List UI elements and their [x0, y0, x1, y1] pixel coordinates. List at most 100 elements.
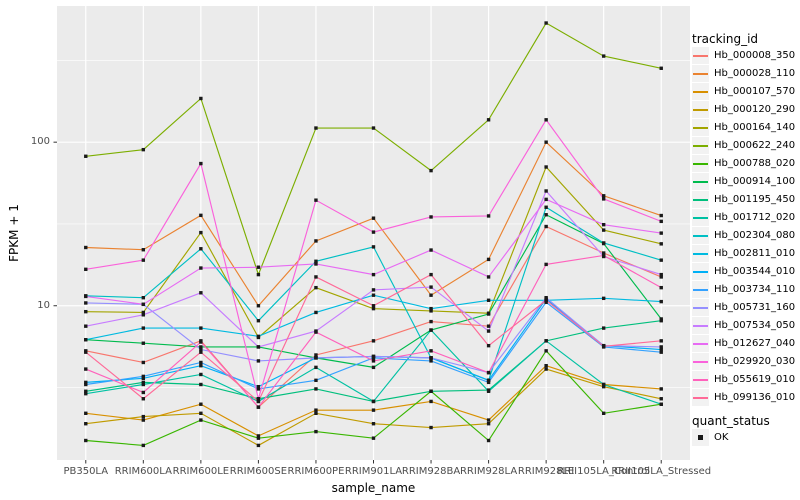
- data-point-Hb_001712_020: [429, 328, 433, 332]
- line-swatch-icon: [693, 216, 708, 219]
- x-tick-label-RRIM901LA: RRIM901LA: [344, 466, 403, 477]
- legend-item-Hb_002811_010: Hb_002811_010: [692, 244, 795, 262]
- data-point-Hb_000107_570: [659, 387, 663, 391]
- legend-item-Hb_000120_290: Hb_000120_290: [692, 100, 795, 118]
- legend-key-swatch: [692, 118, 709, 136]
- data-point-Hb_002811_010: [141, 326, 146, 330]
- line-swatch-icon: [693, 252, 708, 255]
- legend-item-Hb_001712_020: Hb_001712_020: [692, 208, 795, 226]
- data-point-Hb_012627_040: [429, 248, 433, 252]
- legend-item-Hb_000622_240: Hb_000622_240: [692, 136, 795, 154]
- legend-item-quant-ok: OK: [692, 428, 728, 446]
- line-swatch-icon: [693, 90, 708, 93]
- x-tick-label-RRIM600PE: RRIM600PE: [287, 466, 345, 477]
- data-point-Hb_002304_080: [141, 295, 146, 300]
- data-point-Hb_007534_050: [199, 291, 203, 295]
- data-point-Hb_000120_290: [199, 411, 203, 415]
- line-swatch-icon: [693, 54, 708, 57]
- data-point-Hb_007534_050: [256, 345, 261, 349]
- data-point-Hb_000164_140: [84, 309, 88, 314]
- data-point-Hb_000008_350: [601, 251, 606, 255]
- legend-item-label: Hb_029920_030: [714, 355, 796, 367]
- data-point-Hb_003544_010: [84, 380, 88, 385]
- data-point-Hb_007534_050: [141, 313, 146, 317]
- legend-item-label: Hb_002304_080: [714, 229, 796, 241]
- data-point-Hb_001712_020: [544, 339, 548, 343]
- legend-item-label: Hb_012627_040: [714, 337, 796, 349]
- legend-item-label: Hb_003734_110: [714, 283, 796, 295]
- data-point-Hb_000164_140: [199, 230, 203, 235]
- x-tick-label-PB350LA: PB350LA: [63, 466, 109, 477]
- legend-item-Hb_012627_040: Hb_012627_040: [692, 334, 795, 352]
- data-point-Hb_001195_450: [429, 389, 433, 393]
- legend-key-swatch: [692, 334, 709, 352]
- data-point-Hb_000008_350: [371, 339, 376, 343]
- data-point-Hb_001195_450: [659, 319, 663, 323]
- line-swatch-icon: [693, 270, 708, 273]
- data-point-Hb_003544_010: [256, 384, 261, 389]
- data-point-Hb_055619_010: [84, 367, 88, 371]
- data-point-Hb_000788_020: [141, 443, 146, 448]
- data-point-Hb_000008_350: [429, 319, 433, 324]
- data-point-Hb_007534_050: [429, 285, 433, 289]
- data-point-Hb_029920_030: [314, 198, 318, 202]
- data-point-Hb_000008_350: [659, 275, 663, 279]
- legend-item-label: Hb_000107_570: [714, 85, 796, 97]
- data-point-Hb_000914_100: [141, 341, 146, 345]
- data-point-Hb_055619_010: [199, 340, 203, 344]
- data-point-Hb_002811_010: [84, 337, 88, 342]
- line-swatch-icon: [693, 126, 708, 129]
- data-point-Hb_000120_290: [601, 384, 606, 389]
- data-point-Hb_003734_110: [544, 300, 548, 304]
- legend-item-Hb_007534_050: Hb_007534_050: [692, 316, 795, 334]
- data-point-Hb_029920_030: [371, 230, 376, 234]
- data-point-Hb_005731_160: [256, 359, 261, 363]
- data-point-Hb_055619_010: [544, 262, 548, 267]
- data-point-Hb_000120_290: [256, 443, 261, 448]
- data-point-Hb_002304_080: [371, 245, 376, 249]
- data-point-Hb_000028_110: [199, 213, 203, 218]
- data-point-Hb_000164_140: [141, 310, 146, 315]
- data-point-Hb_055619_010: [314, 330, 318, 334]
- line-swatch-icon: [693, 234, 708, 237]
- data-point-Hb_000914_100: [486, 312, 491, 316]
- x-tick-label-RRIM928LE: RRIM928LE: [517, 466, 575, 477]
- data-point-Hb_000120_290: [141, 414, 146, 419]
- legend-key-swatch: [692, 154, 709, 172]
- data-point-Hb_099136_010: [659, 339, 663, 343]
- legend-key-swatch: [692, 280, 709, 298]
- data-point-Hb_000914_100: [371, 365, 376, 370]
- data-point-Hb_001195_450: [199, 382, 203, 387]
- data-point-Hb_003734_110: [84, 382, 88, 387]
- legend-item-Hb_000028_110: Hb_000028_110: [692, 64, 795, 82]
- data-point-Hb_099136_010: [486, 343, 491, 348]
- data-point-Hb_001195_450: [601, 326, 606, 330]
- data-point-Hb_000914_100: [199, 345, 203, 349]
- data-point-Hb_055619_010: [256, 405, 261, 409]
- data-point-Hb_001712_020: [84, 391, 88, 396]
- data-point-Hb_002304_080: [256, 319, 261, 323]
- legend-item-Hb_029920_030: Hb_029920_030: [692, 352, 795, 370]
- square-point-icon: [698, 434, 703, 440]
- data-point-Hb_000622_240: [256, 272, 261, 277]
- line-swatch-icon: [693, 198, 708, 201]
- data-point-Hb_099136_010: [429, 272, 433, 277]
- data-point-Hb_002304_080: [659, 258, 663, 262]
- data-point-Hb_012627_040: [84, 294, 88, 299]
- data-point-Hb_000788_020: [256, 436, 261, 440]
- data-point-Hb_000028_110: [141, 248, 146, 252]
- line-swatch-icon: [693, 288, 708, 291]
- data-point-Hb_000622_240: [486, 118, 491, 122]
- legend-item-Hb_002304_080: Hb_002304_080: [692, 226, 795, 244]
- data-point-Hb_000120_290: [84, 422, 88, 426]
- data-point-Hb_099136_010: [371, 304, 376, 308]
- data-point-Hb_005731_160: [429, 356, 433, 360]
- data-point-Hb_005731_160: [199, 347, 203, 352]
- legend-item-label: Hb_001195_450: [714, 193, 796, 205]
- data-point-Hb_007534_050: [371, 288, 376, 292]
- data-point-Hb_001195_450: [84, 389, 88, 393]
- data-point-Hb_000107_570: [84, 411, 88, 415]
- legend-item-Hb_000164_140: Hb_000164_140: [692, 118, 795, 136]
- data-point-Hb_000008_350: [486, 324, 491, 328]
- data-point-Hb_000622_240: [199, 96, 203, 101]
